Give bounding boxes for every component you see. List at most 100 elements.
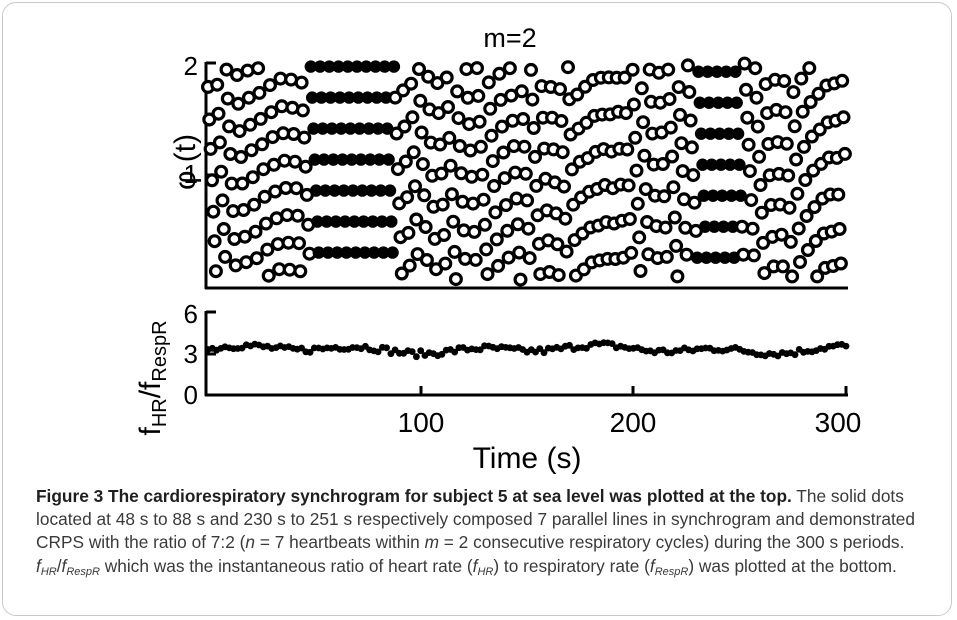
sync-dot-open xyxy=(620,142,635,157)
sync-dot-open xyxy=(205,173,220,188)
ratio-dot xyxy=(417,347,425,355)
sync-dot-solid xyxy=(315,91,328,104)
sync-dot-open xyxy=(244,143,259,158)
sync-dot-solid xyxy=(331,246,344,259)
sync-dot-open xyxy=(513,272,528,287)
sync-dot-open xyxy=(206,204,221,219)
sync-dot-solid xyxy=(340,246,353,259)
sync-dot-open xyxy=(394,266,409,281)
ylabel-f1: f xyxy=(134,427,167,436)
sync-dot-open xyxy=(499,198,514,213)
sync-dot-open xyxy=(288,154,303,169)
sync-dot-solid xyxy=(316,122,329,135)
ratio-dot xyxy=(842,342,850,350)
sync-dot-open xyxy=(630,196,645,211)
sync-dot-open xyxy=(484,128,499,143)
sync-dot-open xyxy=(782,200,797,215)
sync-dot-open xyxy=(435,197,450,212)
sync-dot-open xyxy=(554,113,569,128)
sync-dot-open xyxy=(483,101,498,116)
sync-dot-open xyxy=(487,179,502,194)
sync-dot-open xyxy=(496,145,511,160)
sync-dot-open xyxy=(473,139,488,154)
sync-dot-solid xyxy=(377,246,390,259)
sync-dot-open xyxy=(632,230,647,245)
sync-dot-solid xyxy=(320,215,333,228)
sync-dot-open xyxy=(259,216,274,231)
sync-dot-open xyxy=(551,268,566,283)
sync-dot-open xyxy=(248,224,263,239)
sync-dot-open xyxy=(807,200,822,215)
sync-dot-open xyxy=(756,235,771,250)
sync-dot-solid xyxy=(696,158,709,171)
sync-dot-solid xyxy=(325,122,339,135)
caption-m: m xyxy=(424,532,439,553)
sync-dot-open xyxy=(521,221,536,236)
sync-dot-open xyxy=(527,149,542,164)
caption-title: The cardiorespiratory synchrogram for su… xyxy=(108,486,792,506)
sync-dot-solid xyxy=(367,246,381,259)
sync-dot-solid xyxy=(311,215,324,228)
sync-dot-solid xyxy=(731,127,745,140)
sync-dot-open xyxy=(208,264,223,279)
sync-dot-open xyxy=(243,117,258,132)
sync-dot-solid xyxy=(364,153,377,166)
sync-dot-open xyxy=(783,234,798,249)
sync-dot-open xyxy=(263,78,278,93)
sync-dot-open xyxy=(621,178,636,193)
ratio-dots xyxy=(204,339,850,361)
sync-dot-solid xyxy=(720,65,733,78)
sync-dot-open xyxy=(799,209,814,224)
sync-dot-solid xyxy=(306,91,319,104)
sync-dot-solid xyxy=(373,153,386,166)
sync-dot-open xyxy=(260,242,275,257)
sync-dot-open xyxy=(398,154,413,169)
sync-dot-open xyxy=(290,208,305,223)
sync-dot-open xyxy=(249,251,264,266)
sync-dot-open xyxy=(522,251,537,266)
sync-dot-open xyxy=(754,205,769,220)
sync-dot-open xyxy=(247,197,262,212)
sync-dot-solid xyxy=(329,215,343,228)
sync-dot-open xyxy=(292,236,307,251)
sync-dot-solid xyxy=(348,215,361,228)
sync-dot-open xyxy=(220,91,235,106)
ratio-dot xyxy=(540,349,548,357)
sync-dot-open xyxy=(252,85,267,100)
sync-dot-open xyxy=(437,228,452,243)
figure-plot: m=2 φ (t) 2 1 fHR/fRespR 6 3 0 100 200 3… xyxy=(134,23,861,475)
sync-dot-open xyxy=(289,181,304,196)
sync-dot-solid xyxy=(378,60,391,73)
sync-dot-solid xyxy=(358,246,372,259)
sync-dot-solid xyxy=(371,122,385,135)
sync-dot-open xyxy=(775,259,790,274)
sync-dot-open xyxy=(255,137,270,152)
sync-dot-open xyxy=(479,242,494,257)
sync-dot-open xyxy=(400,190,415,205)
sync-dot-solid xyxy=(706,189,720,202)
sync-dot-open xyxy=(480,267,495,282)
sync-dot-open xyxy=(750,119,765,134)
sync-dot-open xyxy=(439,70,454,85)
sync-dot-open xyxy=(626,97,641,112)
sync-dot-open xyxy=(781,168,796,183)
sync-dot-solid xyxy=(353,122,366,135)
sync-dot-open xyxy=(501,250,516,265)
sync-dot-open xyxy=(492,66,507,81)
sync-dot-open xyxy=(787,119,802,134)
sync-dot-open xyxy=(552,82,567,97)
sync-dot-solid xyxy=(717,220,730,233)
sync-dot-solid xyxy=(366,215,379,228)
caption-text-4: which was the instantaneous ratio of hea… xyxy=(99,555,473,576)
sync-dot-solid xyxy=(382,153,395,166)
sync-dot-open xyxy=(470,61,485,76)
sync-dot-open xyxy=(779,136,794,151)
sync-dot-solid xyxy=(349,246,362,259)
bottom-panel-ylabel: fHR/fRespR xyxy=(134,320,171,435)
ratio-dot xyxy=(566,341,573,349)
sync-dot-open xyxy=(831,187,846,202)
sync-dot-open xyxy=(757,266,772,281)
sync-dot-open xyxy=(253,111,268,126)
sync-dot-open xyxy=(752,149,767,164)
